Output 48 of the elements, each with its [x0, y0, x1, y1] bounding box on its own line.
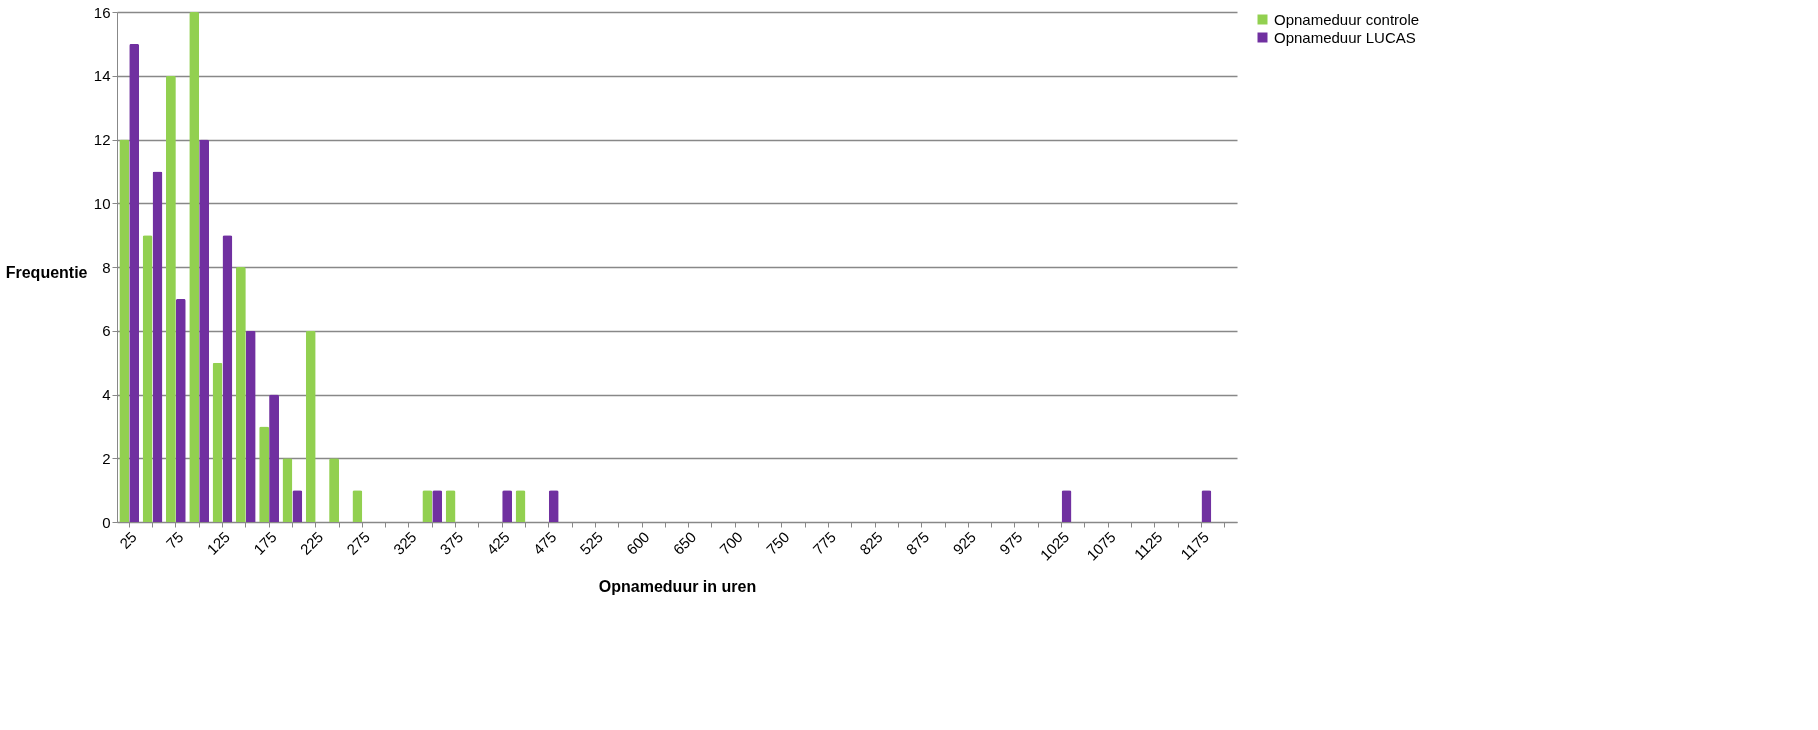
x-tick-label: 175	[249, 528, 280, 558]
x-tick-label: 225	[296, 528, 327, 558]
x-tick-label: 525	[576, 528, 607, 558]
x-tick-label: 75	[162, 528, 187, 552]
bar	[175, 298, 186, 522]
bar	[245, 330, 256, 522]
x-tick-label: 425	[483, 528, 513, 558]
bar	[152, 171, 163, 522]
y-tick-label: 16	[93, 3, 111, 21]
bar	[235, 267, 246, 522]
x-tick-label: 775	[809, 528, 840, 558]
y-tick-label: 0	[102, 513, 111, 531]
bar	[165, 75, 176, 522]
x-tick-label: 700	[716, 528, 746, 558]
y-tick-label: 8	[102, 258, 111, 276]
x-tick-label: 475	[529, 528, 560, 558]
x-tick-label: 275	[343, 528, 373, 558]
bar	[222, 235, 233, 522]
x-tick-label: 600	[622, 528, 653, 558]
x-tick-label: 975	[995, 528, 1026, 558]
y-tick-label: 4	[102, 386, 111, 403]
bar	[119, 139, 130, 522]
bar	[259, 426, 270, 522]
bar	[282, 458, 293, 522]
bar	[129, 43, 140, 522]
bar	[305, 330, 316, 522]
y-tick-label: 2	[102, 449, 111, 467]
x-tick-label: 650	[669, 528, 700, 558]
y-tick-label: 10	[93, 194, 111, 212]
x-tick-label: 875	[902, 528, 933, 558]
bar	[142, 235, 153, 522]
y-axis-title: Frequentie	[5, 263, 88, 281]
y-tick-label: 6	[102, 322, 111, 340]
x-tick-label: 750	[762, 528, 793, 558]
x-tick-label: 125	[203, 528, 234, 558]
bar	[199, 139, 210, 522]
x-tick-label: 325	[389, 528, 420, 558]
x-tick-label: 825	[856, 528, 886, 558]
x-tick-label: 375	[436, 528, 467, 558]
y-tick-label: 14	[93, 67, 111, 85]
bar	[189, 12, 200, 522]
legend-label: Opnameduur LUCAS	[1274, 28, 1416, 46]
x-tick-label: 25	[116, 528, 140, 552]
y-tick-label: 12	[93, 131, 111, 148]
bar	[212, 362, 223, 522]
x-tick-label: 925	[949, 528, 979, 558]
x-axis-title: Opnameduur in uren	[598, 577, 757, 595]
legend-label: Opnameduur controle	[1274, 10, 1420, 28]
